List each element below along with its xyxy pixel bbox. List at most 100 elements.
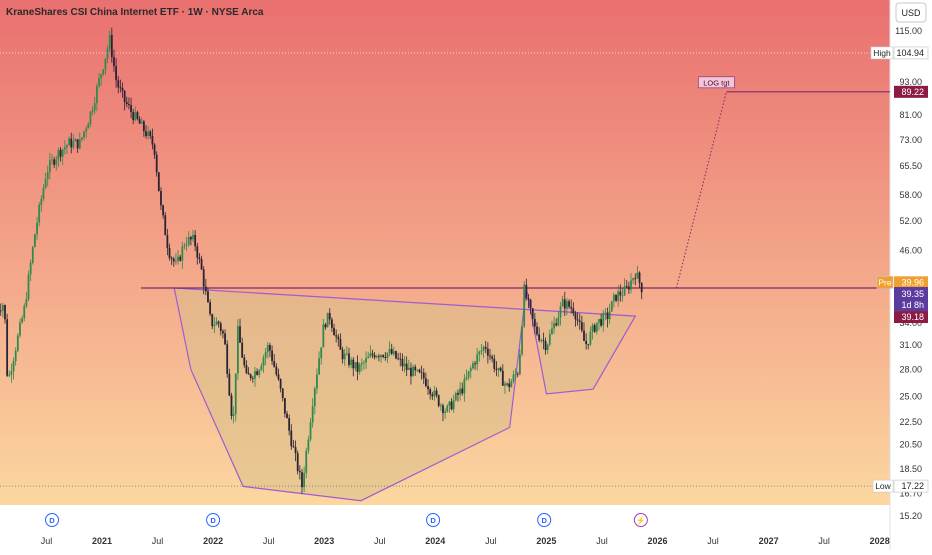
candle xyxy=(241,337,244,358)
candle xyxy=(523,281,526,328)
candle-body xyxy=(290,430,293,447)
candle-body xyxy=(527,298,530,300)
candle xyxy=(510,379,513,388)
candle-body xyxy=(140,121,143,124)
candle xyxy=(316,368,318,394)
x-tick-label: 2023 xyxy=(314,536,334,546)
candle-body xyxy=(222,330,224,334)
candle-body xyxy=(61,149,64,157)
candle-body xyxy=(215,321,218,325)
candle-body xyxy=(634,278,637,280)
candle-body xyxy=(508,383,511,388)
dividend-icon[interactable]: D xyxy=(45,513,60,527)
candle xyxy=(98,72,100,89)
candle-body xyxy=(382,354,385,357)
candle-body xyxy=(130,104,132,112)
candle-body xyxy=(303,472,306,488)
candle-body xyxy=(551,328,553,335)
candle-body xyxy=(63,147,66,150)
countdown-text: 1d 8h xyxy=(901,300,924,310)
candle-body xyxy=(574,313,577,320)
x-tick-label: 2024 xyxy=(425,536,445,546)
candle-body xyxy=(472,363,474,369)
candle-body xyxy=(149,131,152,137)
candle-body xyxy=(228,373,231,396)
candle xyxy=(6,313,9,378)
candle-body xyxy=(36,222,38,235)
candle-body xyxy=(78,139,81,149)
candle xyxy=(533,312,536,335)
marker-circle xyxy=(537,513,552,527)
candle-body xyxy=(29,262,32,275)
candle-body xyxy=(469,368,472,372)
candle xyxy=(358,362,361,375)
candle-body xyxy=(431,394,434,397)
candle-body xyxy=(457,392,459,395)
candle-body xyxy=(269,345,271,351)
candle xyxy=(63,140,66,155)
candle-body xyxy=(106,48,109,59)
y-tick-label: 28.00 xyxy=(899,365,922,375)
candle-body xyxy=(219,323,222,331)
candle xyxy=(578,313,581,330)
candle-body xyxy=(375,356,378,358)
low-value-badge-text: 17.22 xyxy=(901,481,924,491)
candle xyxy=(277,368,280,381)
candle xyxy=(145,125,147,139)
candle xyxy=(179,254,182,262)
candle xyxy=(566,298,568,316)
candle xyxy=(384,352,387,361)
candle-body xyxy=(175,261,177,262)
candle xyxy=(236,319,239,380)
x-tick-label: Jul xyxy=(41,536,53,546)
marker-label: D xyxy=(210,516,216,525)
candle xyxy=(296,450,299,475)
candle-body xyxy=(93,103,96,111)
candle xyxy=(128,97,130,110)
candle-body xyxy=(239,326,241,343)
candle-body xyxy=(465,377,468,380)
candle xyxy=(298,465,301,480)
candle-body xyxy=(591,325,594,332)
candle xyxy=(138,116,141,124)
candle xyxy=(326,312,329,328)
candle xyxy=(294,440,297,462)
high-value-badge-bg xyxy=(893,46,929,60)
candle xyxy=(395,350,397,360)
candle-body xyxy=(258,370,261,375)
candle xyxy=(446,404,449,413)
candle-body xyxy=(166,235,169,249)
candle xyxy=(16,333,19,353)
lightning-icon[interactable]: ⚡ xyxy=(633,513,648,527)
candle-body xyxy=(636,272,639,279)
candle xyxy=(288,414,291,436)
dividend-icon[interactable]: D xyxy=(426,513,441,527)
candle xyxy=(465,369,468,381)
candle xyxy=(213,316,216,334)
dividend-icon[interactable]: D xyxy=(206,513,221,527)
candle xyxy=(187,231,190,247)
candle xyxy=(273,353,276,368)
candle xyxy=(608,303,611,325)
y-axis: 115.00 93.00 81.00 73.00 65.50 58.00 52.00 46.0… xyxy=(895,26,922,521)
high-tag: High xyxy=(870,46,894,60)
log-target-label: LOG tgt xyxy=(703,78,730,87)
candle xyxy=(585,333,588,350)
candle-body xyxy=(200,258,203,270)
candle-body xyxy=(21,318,23,323)
candle xyxy=(529,298,532,315)
currency-button[interactable]: USD xyxy=(895,2,927,23)
candle-body xyxy=(262,357,265,366)
candle xyxy=(386,352,389,364)
candle xyxy=(215,317,218,326)
candle-body xyxy=(606,312,609,320)
dividend-icon[interactable]: D xyxy=(537,513,552,527)
candle-body xyxy=(435,390,438,396)
candle xyxy=(514,368,517,380)
candle xyxy=(568,299,570,309)
candle-body xyxy=(202,269,205,287)
candle-body xyxy=(598,319,600,323)
